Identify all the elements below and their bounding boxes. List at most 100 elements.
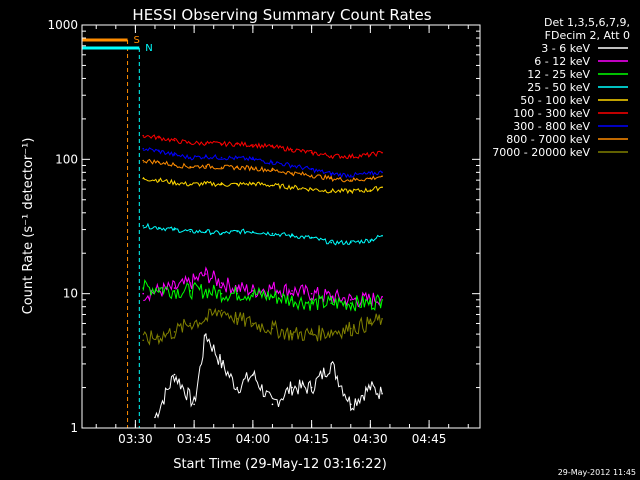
series-point-5-10 xyxy=(310,151,313,154)
series-point-8-3 xyxy=(189,322,192,325)
x-tick-label: 03:30 xyxy=(118,432,153,446)
series-point-8-12 xyxy=(349,327,352,330)
series-point-6-7 xyxy=(252,158,254,161)
series-point-3-4 xyxy=(205,230,207,233)
legend-label-0: 3 - 6 keV xyxy=(541,42,590,55)
series-line-4 xyxy=(142,176,383,195)
series-point-7-4 xyxy=(205,165,207,167)
series-point-4-11 xyxy=(330,190,332,192)
series-layer xyxy=(142,134,383,419)
legend-header-line-1: Det 1,3,5,6,7,9, xyxy=(544,16,630,29)
series-point-3-14 xyxy=(381,234,383,237)
y-axis-label: Count Rate (s⁻¹ detector⁻¹) xyxy=(21,138,36,315)
series-point-0-12 xyxy=(369,386,372,389)
series-line-3 xyxy=(143,222,383,246)
series-point-7-9 xyxy=(291,172,293,174)
series-point-8-6 xyxy=(236,317,239,320)
series-point-8-5 xyxy=(220,309,223,312)
series-point-0-13 xyxy=(381,392,383,395)
series-point-4-3 xyxy=(189,183,192,186)
series-point-2-8 xyxy=(271,295,274,298)
series-point-6-13 xyxy=(369,173,372,175)
series-point-5-5 xyxy=(220,143,223,145)
series-point-8-13 xyxy=(369,322,372,325)
series-point-4-9 xyxy=(291,186,293,189)
series-point-5-7 xyxy=(252,144,254,146)
series-point-8-4 xyxy=(205,317,207,320)
series-point-2-2 xyxy=(173,290,176,292)
series-point-3-13 xyxy=(369,239,372,242)
series-point-5-14 xyxy=(381,151,383,154)
series-point-7-11 xyxy=(330,177,332,180)
legend-label-4: 50 - 100 keV xyxy=(520,94,590,107)
series-point-1-9 xyxy=(291,290,293,292)
series-point-2-10 xyxy=(310,302,313,304)
series-point-4-10 xyxy=(310,188,313,190)
series-point-0-2 xyxy=(193,403,195,406)
legend-label-5: 100 - 300 keV xyxy=(513,107,590,120)
series-point-4-0 xyxy=(142,177,145,180)
series-point-1-10 xyxy=(310,292,313,295)
series-point-2-12 xyxy=(349,302,352,304)
y-tick-label: 1000 xyxy=(47,18,78,32)
y-axis: 1 10 100 1000 xyxy=(47,18,480,435)
legend-label-6: 300 - 800 keV xyxy=(513,120,590,133)
series-point-2-13 xyxy=(369,302,372,304)
series-point-1-8 xyxy=(271,287,274,289)
series-point-1-4 xyxy=(205,273,207,275)
series-point-6-9 xyxy=(291,164,293,167)
annotation-layer: SN xyxy=(82,35,153,428)
series-point-3-0 xyxy=(142,225,145,227)
series-point-3-11 xyxy=(330,241,332,244)
series-point-2-3 xyxy=(189,290,192,292)
series-point-2-5 xyxy=(220,292,223,295)
series-point-2-11 xyxy=(330,302,332,304)
series-point-7-6 xyxy=(236,166,239,169)
x-axis: 03:30 03:45 04:00 04:15 04:30 04:45 xyxy=(95,25,469,446)
series-point-5-2 xyxy=(173,139,176,142)
series-point-6-5 xyxy=(220,156,223,159)
series-point-2-6 xyxy=(236,292,239,295)
series-point-0-5 xyxy=(236,386,239,389)
series-point-1-12 xyxy=(349,299,352,301)
series-point-7-3 xyxy=(189,165,192,168)
series-point-5-13 xyxy=(369,154,372,156)
series-point-8-0 xyxy=(142,339,145,342)
series-line-8 xyxy=(142,307,383,346)
legend-label-1: 6 - 12 keV xyxy=(534,55,590,68)
series-point-1-0 xyxy=(142,292,145,295)
series-point-4-14 xyxy=(381,186,383,189)
x-tick-label: 04:45 xyxy=(412,432,447,446)
series-point-8-8 xyxy=(271,327,274,330)
series-point-0-3 xyxy=(205,333,207,335)
series-point-3-3 xyxy=(189,230,192,233)
legend-label-2: 12 - 25 keV xyxy=(527,68,590,81)
series-point-3-5 xyxy=(220,232,223,235)
series-point-6-10 xyxy=(310,168,313,171)
series-point-2-1 xyxy=(158,287,160,289)
series-point-1-3 xyxy=(189,282,192,284)
series-point-5-0 xyxy=(142,134,145,137)
series-point-3-9 xyxy=(291,234,293,237)
series-point-7-7 xyxy=(252,167,254,169)
legend-label-8: 7000 - 20000 keV xyxy=(492,146,590,159)
series-point-0-1 xyxy=(173,373,176,376)
series-point-7-13 xyxy=(369,177,372,180)
series-point-2-9 xyxy=(291,299,293,301)
series-point-4-6 xyxy=(236,183,239,186)
series-point-8-11 xyxy=(330,331,332,333)
series-point-6-2 xyxy=(173,154,176,156)
series-point-5-6 xyxy=(236,143,239,145)
series-point-0-7 xyxy=(271,403,274,406)
series-line-6 xyxy=(143,147,383,179)
series-point-4-13 xyxy=(369,189,372,191)
series-point-1-2 xyxy=(173,287,176,289)
legend-header-line-2: FDecim 2, Att 0 xyxy=(545,29,630,42)
series-point-2-4 xyxy=(205,290,207,292)
series-point-4-4 xyxy=(205,182,207,185)
series-point-5-4 xyxy=(205,142,207,144)
series-point-8-14 xyxy=(381,317,383,320)
series-point-8-7 xyxy=(252,322,254,325)
series-point-2-0 xyxy=(142,287,145,289)
